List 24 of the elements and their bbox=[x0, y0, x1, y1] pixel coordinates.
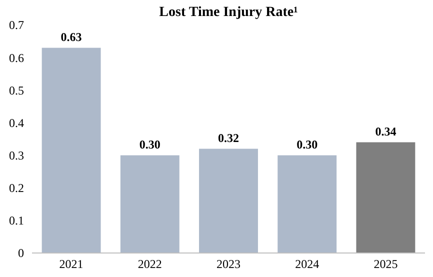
x-tick-label: 2023 bbox=[216, 257, 240, 271]
y-tick-label: 0.2 bbox=[9, 181, 24, 196]
x-tick-label: 2022 bbox=[138, 257, 162, 271]
y-tick-label: 0.5 bbox=[9, 83, 24, 98]
bar bbox=[120, 155, 180, 253]
y-tick-label: 0.6 bbox=[9, 50, 24, 65]
x-tick-label: 2024 bbox=[295, 257, 320, 271]
bar bbox=[356, 142, 416, 253]
chart-title: Lost Time Injury Rate¹ bbox=[159, 5, 298, 20]
x-tick-label: 2025 bbox=[374, 257, 398, 271]
data-label: 0.34 bbox=[375, 124, 396, 138]
data-label: 0.63 bbox=[60, 30, 82, 44]
y-tick-label: 0.1 bbox=[9, 214, 24, 228]
y-tick-label: 0.3 bbox=[9, 148, 24, 162]
bar bbox=[199, 148, 258, 253]
y-tick-label: 0.7 bbox=[9, 18, 24, 32]
data-label: 0.30 bbox=[139, 137, 160, 152]
data-label: 0.32 bbox=[218, 130, 239, 145]
y-tick-label: 0 bbox=[18, 246, 24, 260]
y-tick-label: 0.4 bbox=[9, 116, 24, 130]
data-label: 0.30 bbox=[296, 137, 318, 152]
bar bbox=[42, 48, 101, 253]
x-tick-label: 2021 bbox=[59, 257, 84, 271]
bar bbox=[278, 155, 337, 253]
